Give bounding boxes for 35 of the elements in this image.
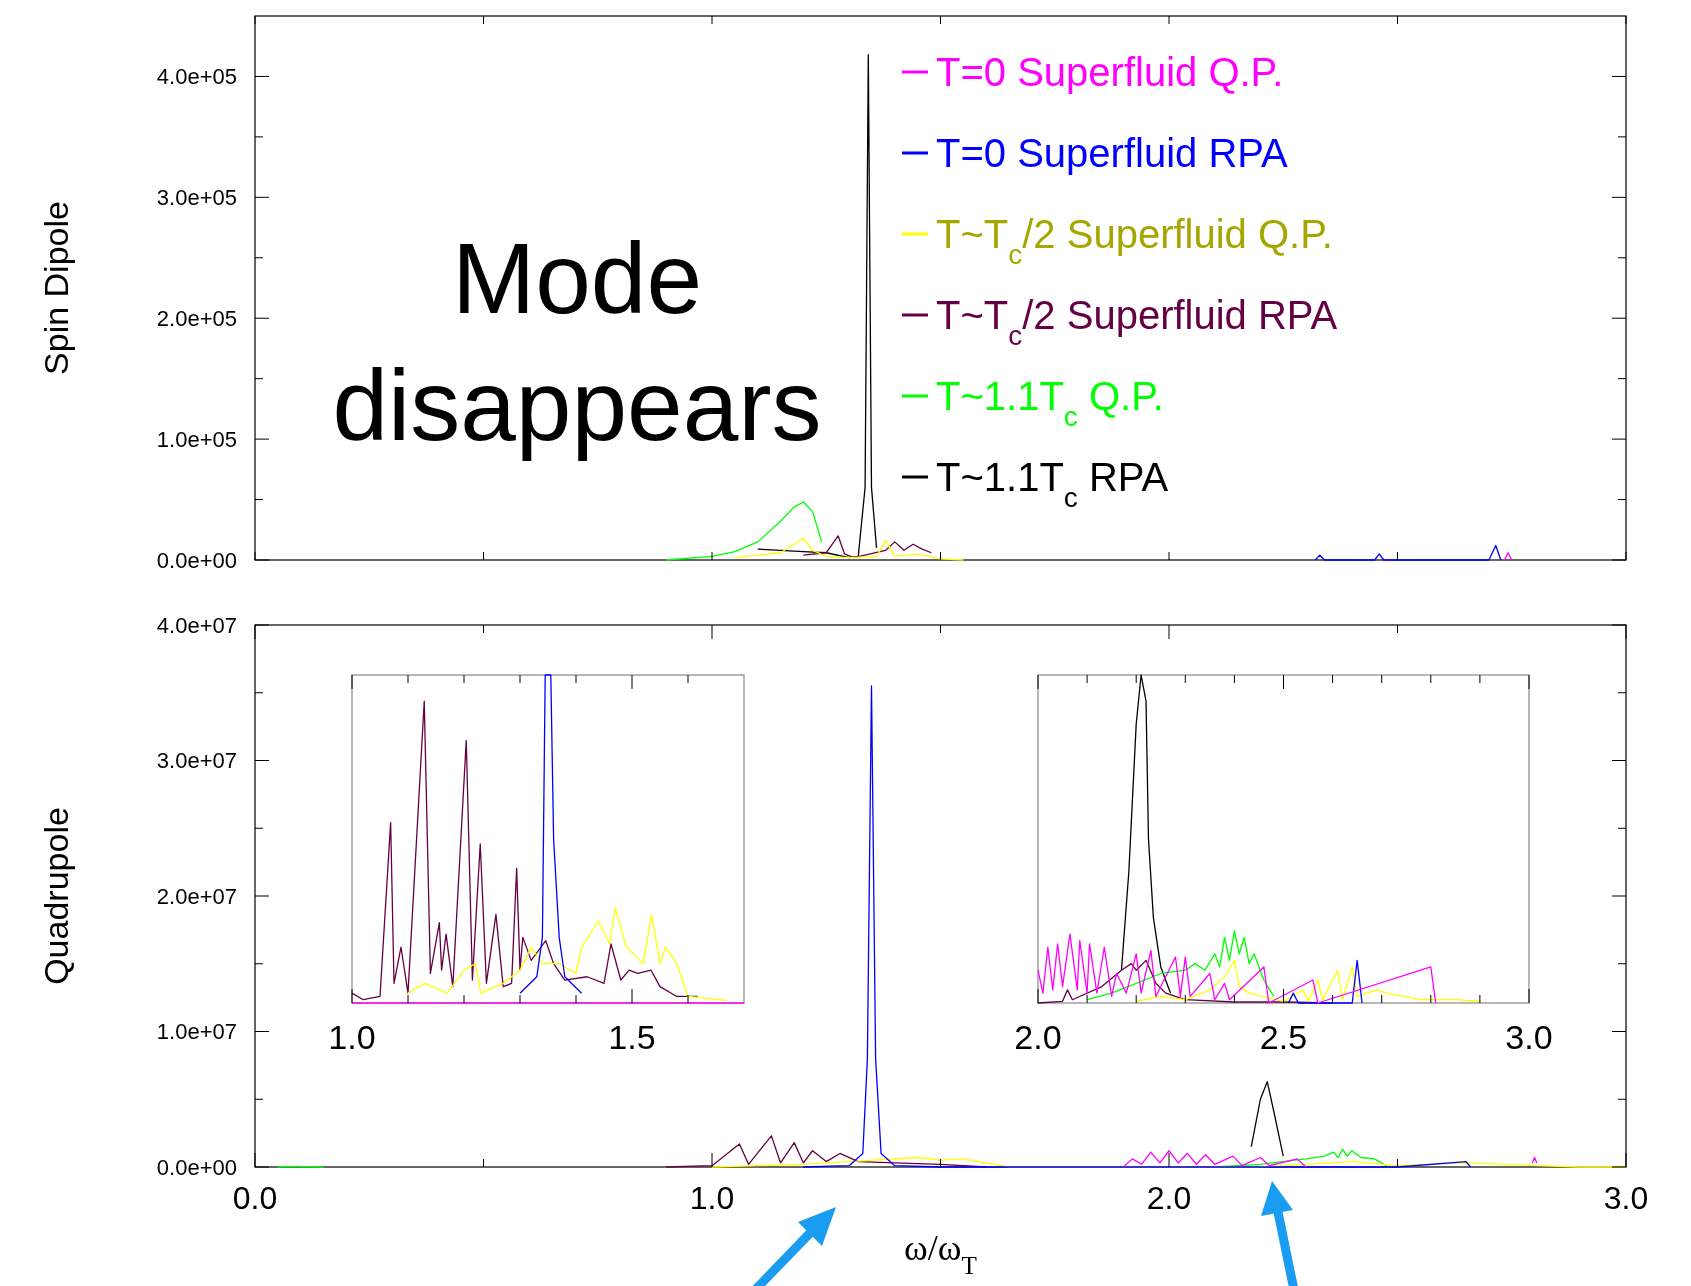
annotation: Mode disappears	[332, 222, 822, 461]
legend-label: T~T$_{c}$/2 Superfluid Q.P.	[936, 212, 1333, 270]
line-series	[802, 535, 933, 559]
y-tick-label: 4.0e+05	[156, 64, 237, 90]
line-series	[1250, 1080, 1284, 1157]
y-tick-label: 3.0e+07	[156, 748, 237, 774]
x-tick-label: 3.0	[1505, 1018, 1553, 1056]
y-axis-title: Spin Dipole	[37, 201, 75, 375]
y-tick-label: 0.0e+00	[156, 1154, 237, 1180]
legend-label: T=0 Superfluid RPA	[936, 131, 1288, 175]
line-series	[1314, 544, 1502, 561]
x-tick-label: 2.0	[1146, 1180, 1192, 1216]
y-tick-label: 0.0e+00	[156, 547, 237, 573]
x-tick-label: 1.0	[328, 1018, 376, 1056]
y-tick-label: 2.0e+05	[156, 305, 237, 331]
legend-label: T~1.1T$_{c}$ RPA	[936, 455, 1169, 513]
y-tick-label: 3.0e+05	[156, 185, 237, 211]
x-tick-label: 0.0	[232, 1180, 278, 1216]
x-tick-label: 1.0	[689, 1180, 735, 1216]
line-series	[734, 537, 964, 561]
y-tick-label: 2.0e+07	[156, 883, 237, 909]
line-series	[665, 501, 823, 561]
x-tick-label: 3.0	[1603, 1180, 1649, 1216]
legend-label: T~T$_{c}$/2 Superfluid RPA	[936, 293, 1338, 351]
y-tick-label: 1.0e+05	[156, 426, 237, 452]
line-series	[802, 685, 1472, 1168]
y-tick-label: 4.0e+07	[156, 612, 237, 638]
legend-label: T=0 Superfluid Q.P.	[936, 50, 1284, 94]
x-axis-title: ω/ω$_{T}$	[904, 1228, 977, 1279]
y-tick-label: 1.0e+07	[156, 1019, 237, 1045]
x-tick-label: 2.5	[1259, 1018, 1308, 1056]
x-tick-label: 2.0	[1014, 1018, 1062, 1056]
x-tick-label: 1.5	[608, 1018, 656, 1056]
y-axis-title: Quadrupole	[37, 807, 75, 985]
legend-label: T~1.1T$_{c}$ Q.P.	[936, 374, 1164, 432]
